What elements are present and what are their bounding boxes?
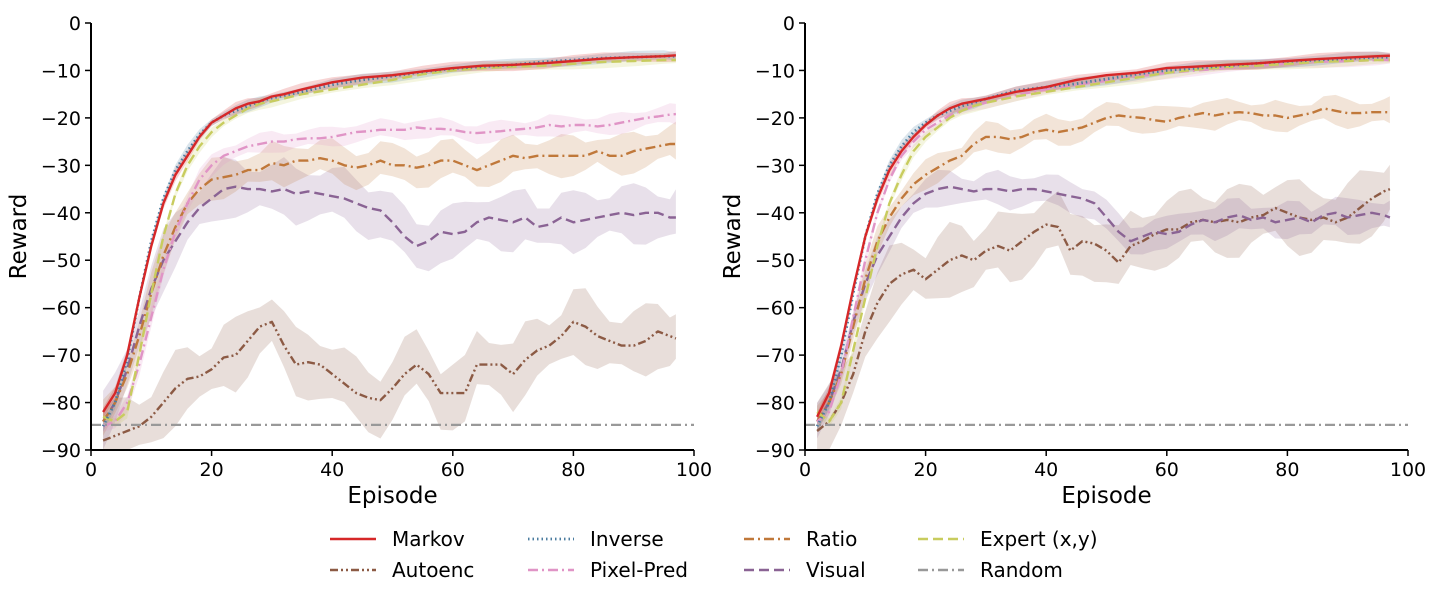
y-tick-label: −40 bbox=[755, 203, 795, 225]
legend-label: Ratio bbox=[806, 527, 857, 551]
x-tick-label: 0 bbox=[85, 459, 97, 481]
x-axis-label: Episode bbox=[1061, 483, 1151, 509]
series-line-ratio bbox=[816, 107, 1390, 423]
confidence-bands bbox=[817, 51, 1390, 451]
series-line-expert bbox=[102, 58, 676, 423]
y-tick-label: −60 bbox=[755, 298, 795, 320]
legend-entry-inverse: Inverse bbox=[528, 527, 664, 551]
y-tick-label: −90 bbox=[41, 440, 81, 462]
x-tick-label: 80 bbox=[1275, 459, 1299, 481]
legend-entry-autoenc: Autoenc bbox=[330, 558, 474, 582]
series-line-pixelpred bbox=[816, 58, 1390, 423]
x-tick-label: 100 bbox=[676, 459, 712, 481]
x-tick-label: 20 bbox=[914, 459, 938, 481]
legend-label: Random bbox=[980, 558, 1063, 582]
legend-entry-random: Random bbox=[918, 558, 1063, 582]
legend-entry-pixelpred: Pixel-Pred bbox=[528, 558, 688, 582]
chart-panel-right: 0−10−20−30−40−50−60−70−80−900 20 40 60 80 100… bbox=[720, 13, 1426, 509]
x-tick-label: 60 bbox=[441, 459, 465, 481]
legend-entry-expert: Expert (x,y) bbox=[918, 527, 1098, 551]
y-tick-label: −20 bbox=[755, 108, 795, 130]
y-axis-label: Reward bbox=[720, 194, 746, 280]
axes: 0−10−20−30−40−50−60−70−80−900 20 40 60 80 100 bbox=[41, 13, 712, 481]
x-tick-label: 100 bbox=[1390, 459, 1426, 481]
legend-label: Inverse bbox=[590, 527, 664, 551]
x-tick-label: 0 bbox=[799, 459, 811, 481]
x-tick-label: 40 bbox=[320, 459, 344, 481]
confidence-bands bbox=[103, 50, 676, 450]
x-tick-label: 40 bbox=[1034, 459, 1058, 481]
series-line-autoenc bbox=[816, 187, 1391, 432]
legend-label: Autoenc bbox=[392, 558, 474, 582]
y-axis-label: Reward bbox=[6, 194, 32, 280]
series-line-autoenc bbox=[102, 320, 677, 442]
x-tick-label: 20 bbox=[200, 459, 224, 481]
legend: Markov Autoenc Inverse Pixel-Pred Ratio Visua… bbox=[330, 527, 1098, 582]
y-tick-label: −70 bbox=[755, 345, 795, 367]
series-line-markov bbox=[816, 54, 1390, 418]
y-tick-label: −40 bbox=[41, 203, 81, 225]
series-line-visual bbox=[102, 185, 676, 423]
legend-label: Markov bbox=[392, 527, 465, 551]
y-tick-label: 0 bbox=[69, 13, 81, 35]
y-tick-label: −50 bbox=[41, 250, 81, 272]
legend-entry-markov: Markov bbox=[330, 527, 465, 551]
series-lines bbox=[815, 54, 1391, 432]
x-tick-label: 60 bbox=[1155, 459, 1179, 481]
band-autoenc bbox=[817, 164, 1390, 451]
y-tick-label: −10 bbox=[41, 60, 81, 82]
y-tick-label: −80 bbox=[755, 393, 795, 415]
band-visual bbox=[817, 169, 1390, 439]
y-tick-label: −10 bbox=[755, 60, 795, 82]
chart-panel-left: 0−10−20−30−40−50−60−70−80−900 20 40 60 80 100… bbox=[6, 13, 712, 509]
band-autoenc bbox=[103, 288, 676, 450]
legend-label: Visual bbox=[806, 558, 866, 582]
legend-label: Pixel-Pred bbox=[590, 558, 688, 582]
y-tick-label: −90 bbox=[755, 440, 795, 462]
legend-entry-ratio: Ratio bbox=[744, 527, 857, 551]
series-line-expert bbox=[816, 58, 1390, 423]
y-tick-label: −70 bbox=[41, 345, 81, 367]
y-tick-label: −30 bbox=[755, 155, 795, 177]
y-tick-label: −30 bbox=[41, 155, 81, 177]
series-lines bbox=[101, 54, 677, 442]
series-line-inverse bbox=[101, 54, 676, 427]
y-tick-label: −20 bbox=[41, 108, 81, 130]
legend-entry-visual: Visual bbox=[744, 558, 866, 582]
series-line-visual bbox=[816, 185, 1391, 423]
series-line-markov bbox=[102, 54, 676, 413]
y-tick-label: −80 bbox=[41, 393, 81, 415]
x-tick-label: 80 bbox=[561, 459, 585, 481]
x-axis-label: Episode bbox=[347, 483, 437, 509]
band-ratio bbox=[103, 121, 676, 436]
legend-label: Expert (x,y) bbox=[980, 527, 1098, 551]
y-tick-label: −60 bbox=[41, 298, 81, 320]
axes: 0−10−20−30−40−50−60−70−80−900 20 40 60 80 100 bbox=[755, 13, 1426, 481]
band-visual bbox=[103, 157, 676, 450]
y-tick-label: 0 bbox=[783, 13, 795, 35]
y-tick-label: −50 bbox=[755, 250, 795, 272]
